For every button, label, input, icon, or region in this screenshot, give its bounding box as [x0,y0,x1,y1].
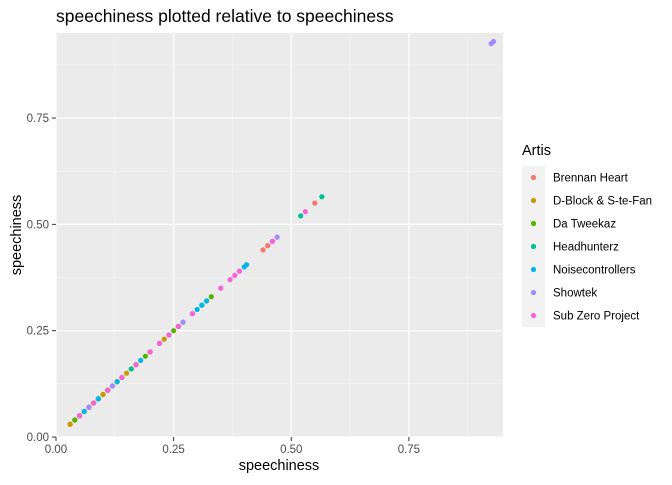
x-axis: 0.00 0.25 0.50 0.75 [45,437,420,456]
point-sub-zero-project [76,413,83,419]
y-axis: 0.00 0.25 0.50 0.75 [27,113,56,444]
x-axis-label: speechiness [239,458,320,474]
legend: Artis Brennan Heart D-Block & S-te-Fan Da … [522,143,652,327]
legend-marker-showtek [530,289,537,296]
legend-marker-sub-zero-project [530,312,537,319]
point-showtek [109,383,116,389]
point-noisecontrollers [199,302,205,308]
point-sub-zero-project [218,285,224,291]
point-noisecontrollers [81,408,87,415]
point-showtek [274,234,280,240]
point-noisecontrollers [203,298,210,304]
point-sub-zero-project [227,277,233,283]
point-da-tweekaz [72,417,78,423]
point-sub-zero-project [119,374,125,381]
legend-marker-headhunterz [530,243,537,250]
point-sub-zero-project [166,332,172,338]
point-d-block-s-te-fan [100,391,106,398]
point-sub-zero-project [105,387,111,393]
point-brennan-heart [312,200,318,206]
point-noisecontrollers [114,379,120,385]
legend-label-headhunterz: Headhunterz [553,242,619,254]
point-da-tweekaz [142,353,148,359]
point-sub-zero-project [175,323,181,330]
legend-marker-d-block-s-te-fan [530,197,537,204]
point-sub-zero-project [236,268,243,274]
point-sub-zero-project [91,400,97,406]
y-axis-label: speechiness [9,195,25,276]
point-noisecontrollers [243,262,250,268]
chart-title: speechiness plotted relative to speechin… [56,6,394,26]
legend-marker-da-tweekaz [530,220,537,227]
legend-marker-noisecontrollers [530,266,537,273]
x-tick-label: 0.00 [45,444,67,456]
point-noisecontrollers [138,357,144,364]
grid-major [55,33,503,438]
point-brennan-heart [260,247,266,253]
point-d-block-s-te-fan [67,421,73,427]
point-headhunterz [298,213,304,219]
point-da-tweekaz [171,328,177,334]
legend-items: Brennan Heart D-Block & S-te-Fan Da Tweeka… [522,166,652,327]
legend-title: Artis [522,143,551,159]
legend-label-da-tweekaz: Da Tweekaz [553,219,616,231]
point-d-block-s-te-fan [123,370,130,376]
legend-label-showtek: Showtek [553,288,597,300]
point-sub-zero-project [189,311,196,317]
legend-marker-brennan-heart [530,174,537,181]
point-showtek [180,319,186,325]
grid-minor [56,33,503,437]
legend-label-brennan-heart: Brennan Heart [553,173,629,185]
x-tick-label: 0.50 [280,444,302,456]
y-tick-label: 0.00 [27,432,49,444]
point-sub-zero-project [302,209,308,215]
point-showtek [86,404,92,410]
point-sub-zero-project [156,340,163,347]
point-showtek [490,38,497,45]
point-sub-zero-project [232,272,238,278]
point-sub-zero-project [147,349,153,355]
point-headhunterz [128,366,134,372]
data-points [67,38,497,427]
point-headhunterz [319,194,325,200]
point-da-tweekaz [208,294,214,300]
y-tick-label: 0.75 [27,113,49,125]
legend-label-sub-zero-project: Sub Zero Project [553,311,640,323]
point-d-block-s-te-fan [161,336,167,342]
point-sub-zero-project [133,362,139,368]
point-noisecontrollers [194,306,200,313]
y-tick-label: 0.50 [27,219,49,231]
legend-label-noisecontrollers: Noisecontrollers [553,265,636,277]
point-brennan-heart [265,243,271,249]
x-tick-label: 0.25 [162,444,184,456]
legend-label-d-block-s-te-fan: D-Block & S-te-Fan [553,196,652,208]
point-sub-zero-project [269,238,276,244]
y-tick-label: 0.25 [27,326,49,338]
point-noisecontrollers [95,396,101,402]
x-tick-label: 0.75 [398,444,420,456]
